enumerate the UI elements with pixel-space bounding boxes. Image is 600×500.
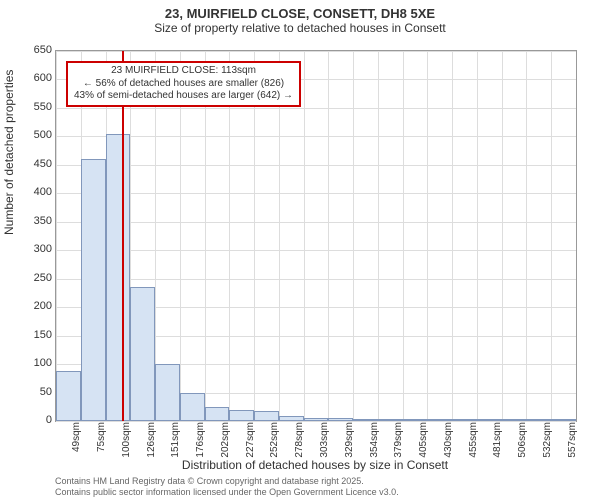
x-tick-label: 100sqm [121,422,132,472]
histogram-bar [254,411,279,421]
histogram-bar [477,419,502,421]
y-tick-label: 450 [12,158,52,170]
annotation-line: 43% of semi-detached houses are larger (… [74,90,293,103]
gridline-v [254,51,255,421]
histogram-bar [378,419,403,421]
histogram-bar [229,410,254,421]
x-tick-label: 126sqm [146,422,157,472]
y-tick-label: 150 [12,329,52,341]
chart-subtitle: Size of property relative to detached ho… [0,21,600,39]
gridline-v [304,51,305,421]
gridline-v [56,51,57,421]
annotation-line: ← 56% of detached houses are smaller (82… [74,78,293,91]
gridline-v [502,51,503,421]
y-tick-label: 50 [12,386,52,398]
chart-title: 23, MUIRFIELD CLOSE, CONSETT, DH8 5XE [0,0,600,21]
gridline-v [403,51,404,421]
gridline-v [353,51,354,421]
gridline-v [427,51,428,421]
x-tick-label: 329sqm [344,422,355,472]
footer-line-2: Contains public sector information licen… [55,487,399,498]
y-tick-label: 0 [12,414,52,426]
x-tick-label: 532sqm [542,422,553,472]
histogram-bar [427,419,452,421]
x-tick-label: 303sqm [319,422,330,472]
x-tick-label: 557sqm [567,422,578,472]
y-tick-label: 200 [12,300,52,312]
histogram-bar [526,419,551,421]
x-tick-label: 202sqm [220,422,231,472]
x-tick-label: 405sqm [418,422,429,472]
annotation-box: 23 MUIRFIELD CLOSE: 113sqm← 56% of detac… [66,61,301,107]
gridline-h [56,279,576,280]
y-tick-label: 550 [12,101,52,113]
gridline-v [328,51,329,421]
y-tick-label: 100 [12,357,52,369]
x-tick-label: 455sqm [468,422,479,472]
gridline-h [56,193,576,194]
x-tick-label: 481sqm [492,422,503,472]
y-tick-label: 600 [12,72,52,84]
histogram-bar [403,419,428,421]
histogram-bar [328,418,353,421]
x-tick-label: 75sqm [96,422,107,472]
gridline-h [56,165,576,166]
annotation-line: 23 MUIRFIELD CLOSE: 113sqm [74,65,293,78]
gridline-v [551,51,552,421]
histogram-bar [551,419,576,421]
property-marker-line [122,51,124,421]
x-tick-label: 49sqm [71,422,82,472]
histogram-bar [106,134,131,421]
y-axis-label: Number of detached properties [2,70,16,235]
plot-area: 23 MUIRFIELD CLOSE: 113sqm← 56% of detac… [55,50,577,422]
histogram-bar [502,419,527,421]
gridline-v [205,51,206,421]
footer-line-1: Contains HM Land Registry data © Crown c… [55,476,399,487]
x-tick-label: 176sqm [195,422,206,472]
x-tick-label: 506sqm [517,422,528,472]
histogram-bar [56,371,81,421]
gridline-v [378,51,379,421]
gridline-v [180,51,181,421]
x-tick-label: 151sqm [170,422,181,472]
histogram-bar [452,419,477,421]
y-tick-label: 300 [12,243,52,255]
y-tick-label: 350 [12,215,52,227]
gridline-h [56,222,576,223]
histogram-bar [155,364,180,421]
histogram-bar [81,159,106,421]
histogram-bar [279,416,304,421]
y-tick-label: 400 [12,186,52,198]
histogram-chart: 23, MUIRFIELD CLOSE, CONSETT, DH8 5XE Si… [0,0,600,500]
x-tick-label: 227sqm [245,422,256,472]
gridline-v [452,51,453,421]
x-tick-label: 379sqm [393,422,404,472]
gridline-h [56,250,576,251]
y-tick-label: 650 [12,44,52,56]
y-tick-label: 500 [12,129,52,141]
x-tick-label: 252sqm [269,422,280,472]
x-tick-label: 430sqm [443,422,454,472]
histogram-bar [353,419,378,421]
gridline-h [56,51,576,52]
gridline-v [229,51,230,421]
x-tick-label: 354sqm [369,422,380,472]
y-tick-label: 250 [12,272,52,284]
gridline-h [56,108,576,109]
footer-attribution: Contains HM Land Registry data © Crown c… [55,476,399,498]
histogram-bar [304,418,329,421]
histogram-bar [180,393,205,421]
gridline-v [279,51,280,421]
gridline-v [477,51,478,421]
histogram-bar [205,407,230,421]
gridline-v [526,51,527,421]
x-tick-label: 278sqm [294,422,305,472]
histogram-bar [130,287,155,421]
gridline-h [56,136,576,137]
